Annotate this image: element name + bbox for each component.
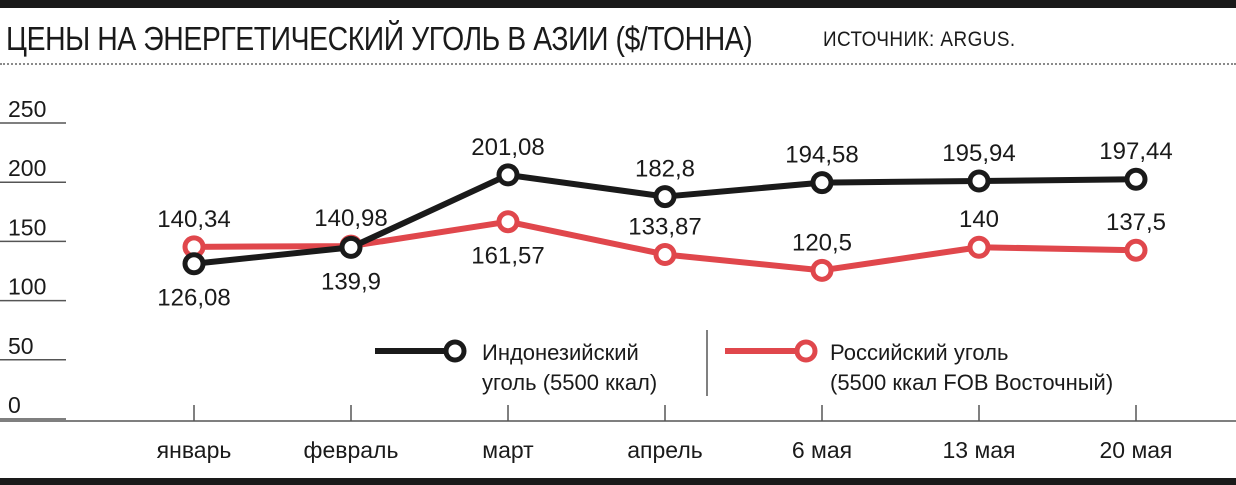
data-point [496, 163, 520, 187]
x-tick-label: февраль [304, 437, 399, 463]
label-layer: 126,08 139,9 201,08 182,8 194,58 195,94 197,44… [157, 134, 1172, 312]
data-label: 137,5 [1106, 209, 1166, 236]
data-point [1124, 238, 1148, 262]
data-point [653, 242, 677, 266]
data-label: 139,9 [321, 268, 381, 295]
data-point [182, 252, 206, 276]
x-tick-label: апрель [627, 437, 702, 463]
data-point [810, 171, 834, 195]
legend-swatch-marker [443, 339, 467, 363]
data-point [496, 210, 520, 234]
y-tick-label: 250 [8, 96, 46, 122]
legend-label: Российский уголь [830, 340, 1008, 365]
data-point [1124, 167, 1148, 191]
y-tick-label: 50 [8, 333, 34, 359]
legend-label: Индонезийский [482, 340, 639, 365]
legend-label: уголь (5500 ккал) [482, 370, 657, 395]
x-tick-label: 6 мая [792, 437, 852, 463]
data-label: 140 [959, 206, 999, 233]
data-point [967, 169, 991, 193]
y-tick-label: 0 [8, 392, 21, 418]
top-rule [0, 0, 1236, 8]
data-label: 161,57 [471, 243, 544, 270]
legend-swatch-marker [794, 339, 818, 363]
title-divider [0, 63, 1236, 65]
x-tick-label: 20 мая [1099, 437, 1172, 463]
legend-label: (5500 ккал FOB Восточный) [830, 370, 1113, 395]
data-label: 126,08 [157, 285, 230, 312]
data-label: 120,5 [792, 229, 852, 256]
data-label: 197,44 [1099, 138, 1172, 165]
series-layer [182, 163, 1148, 282]
axis-layer: 0 50 100 150 200 250 январь февраль март апрель 6 … [0, 96, 1236, 463]
data-point [653, 185, 677, 209]
data-point [967, 235, 991, 259]
data-label: 140,98 [314, 205, 387, 232]
chart-title: ЦЕНЫ НА ЭНЕРГЕТИЧЕСКИЙ УГОЛЬ В АЗИИ ($/Т… [6, 20, 753, 57]
data-label: 195,94 [942, 140, 1015, 167]
data-label: 133,87 [628, 213, 701, 240]
y-tick-label: 150 [8, 214, 46, 240]
data-label: 182,8 [635, 156, 695, 183]
legend: Индонезийский уголь (5500 ккал) Российский… [375, 330, 1113, 396]
data-point [810, 258, 834, 282]
x-tick-label: 13 мая [942, 437, 1015, 463]
source-note: ИСТОЧНИК: ARGUS. [823, 28, 1016, 51]
title-row: ЦЕНЫ НА ЭНЕРГЕТИЧЕСКИЙ УГОЛЬ В АЗИИ ($/Т… [6, 20, 874, 58]
x-tick-label: январь [157, 437, 232, 463]
data-label: 194,58 [785, 142, 858, 169]
y-tick-label: 200 [8, 155, 46, 181]
data-label: 140,34 [157, 206, 230, 233]
data-label: 201,08 [471, 134, 544, 161]
x-tick-label: март [482, 437, 534, 463]
bottom-rule [0, 478, 1236, 485]
y-tick-label: 100 [8, 274, 46, 300]
data-point [339, 235, 363, 259]
